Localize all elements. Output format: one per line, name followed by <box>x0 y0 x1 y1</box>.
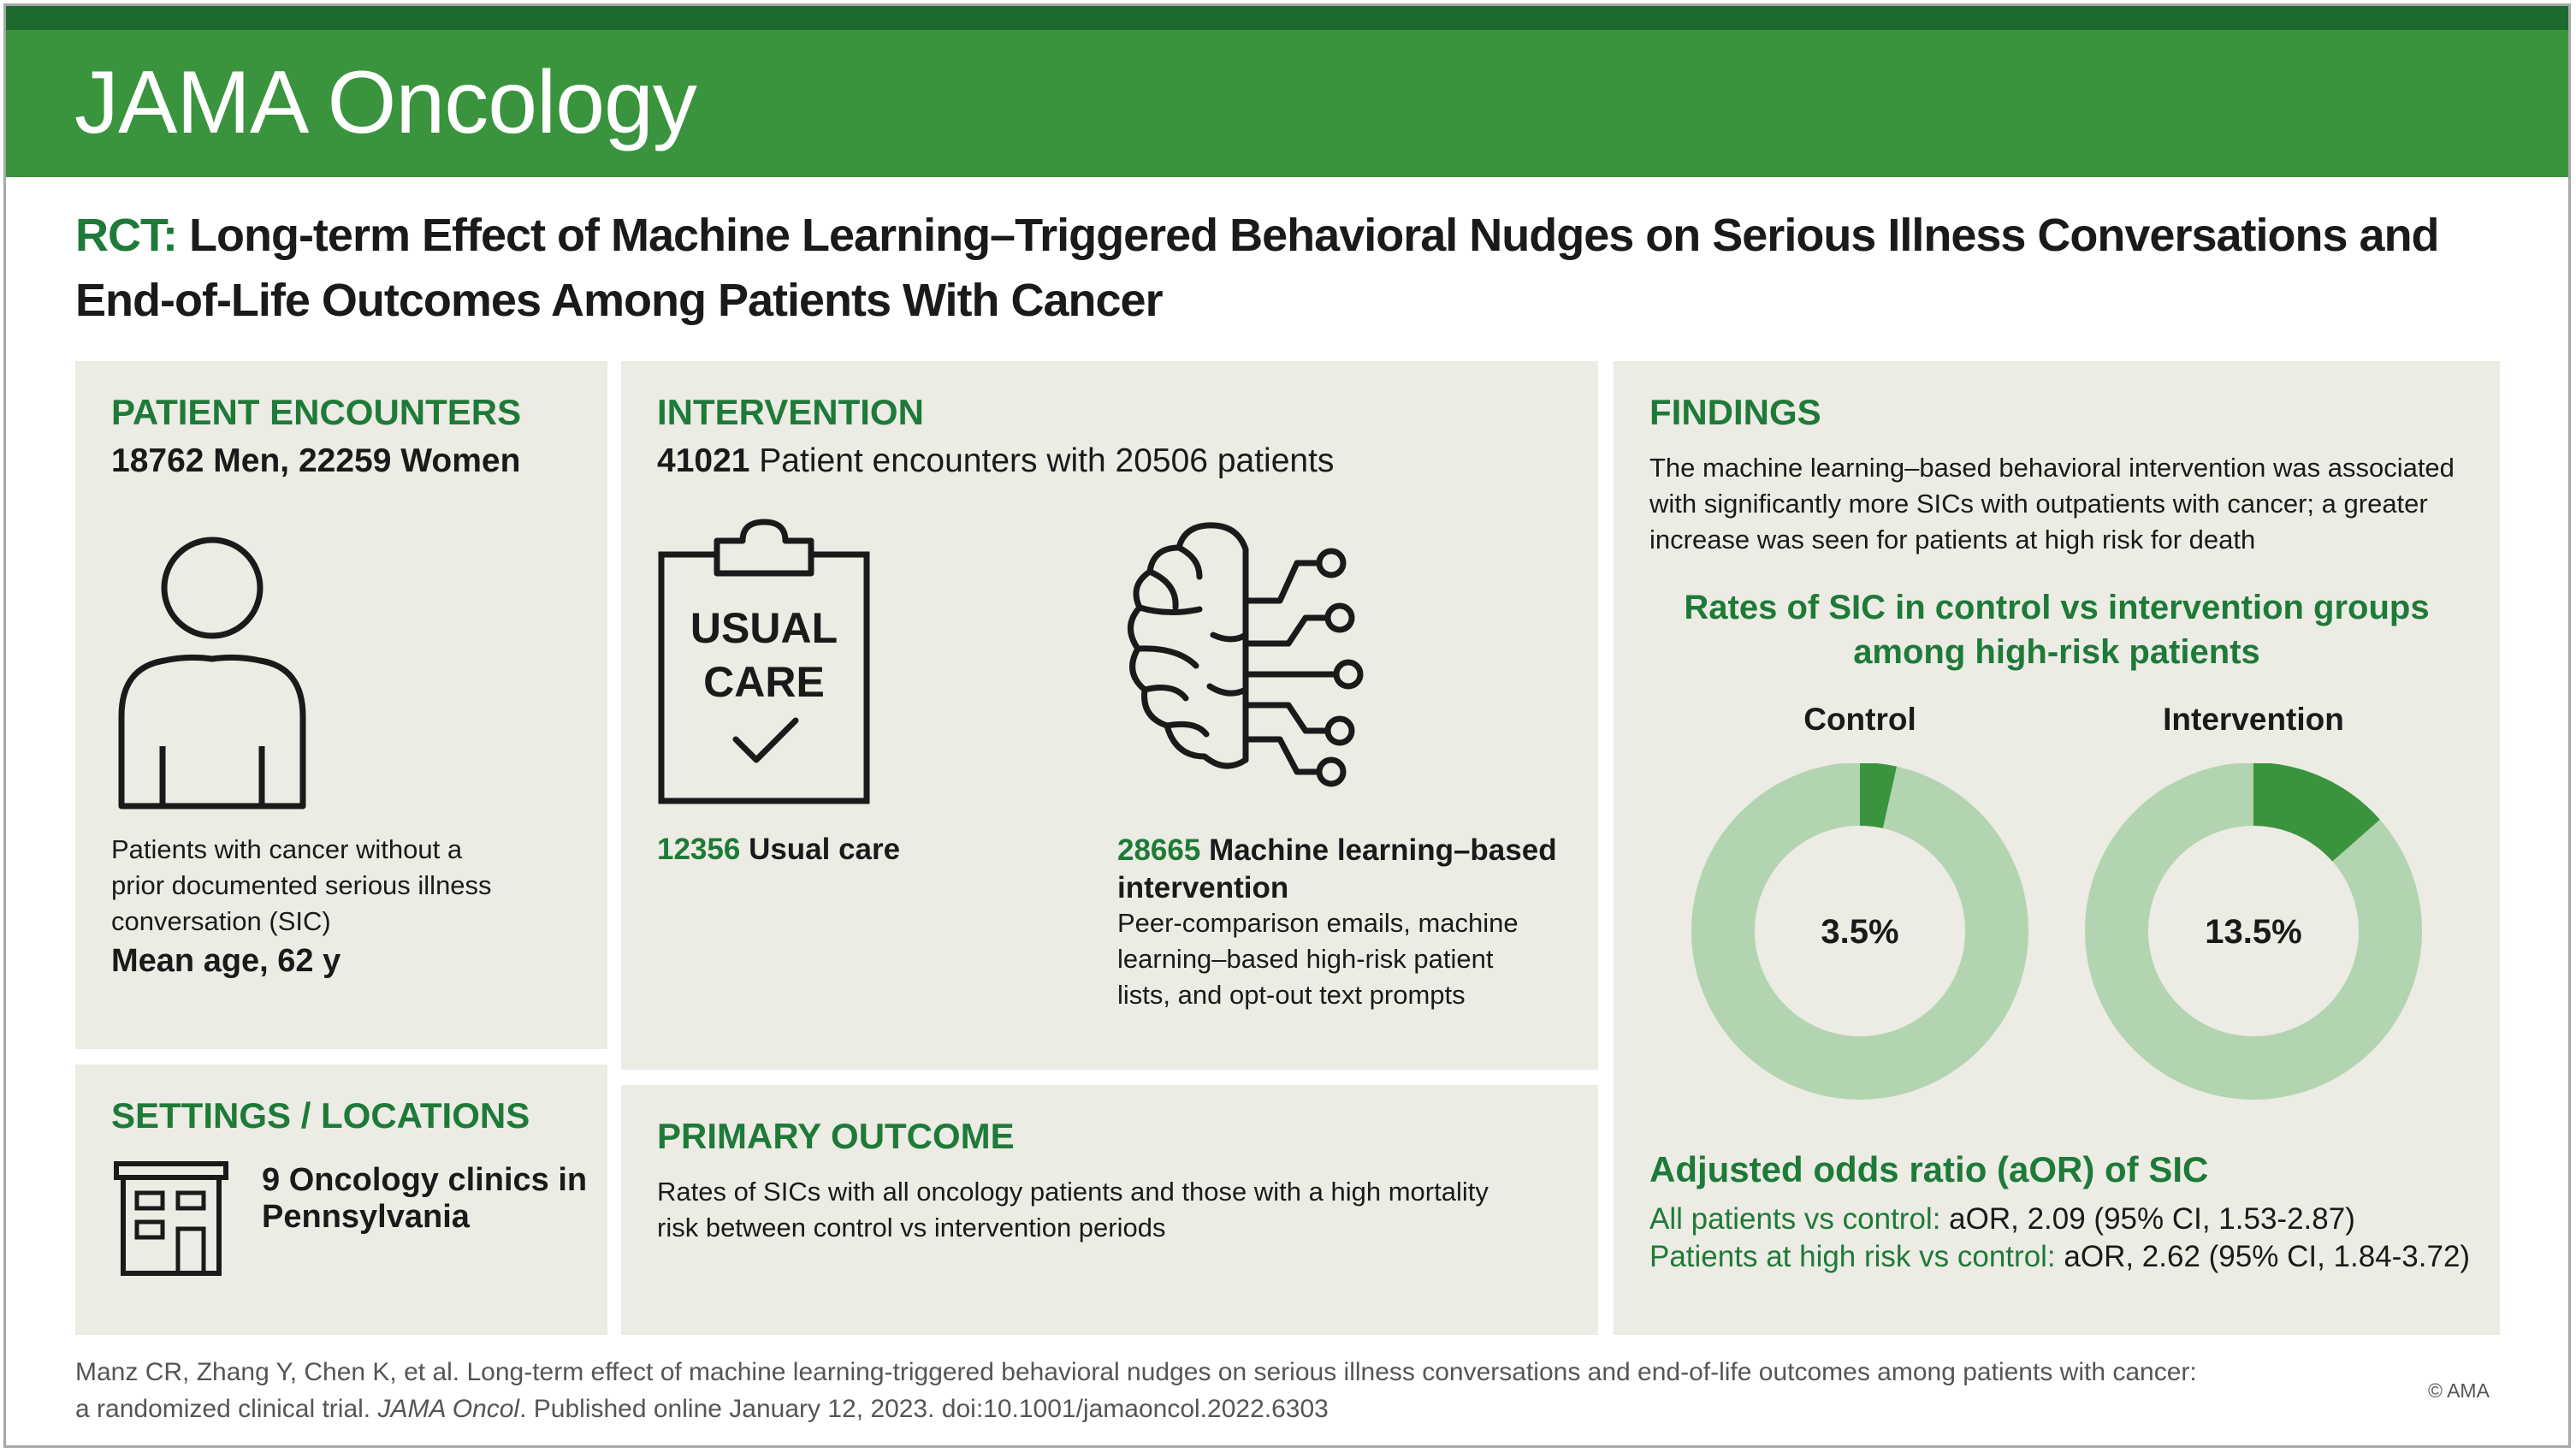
control-label: Control <box>1803 702 1916 737</box>
aor-all-label: All patients vs control: <box>1649 1202 1941 1236</box>
donut-control: 3.5% <box>1691 763 2028 1100</box>
findings-panel: FINDINGS The machine learning–based beha… <box>1614 361 2500 1335</box>
person-icon <box>118 537 306 810</box>
donut-intervention: 13.5% <box>2085 763 2422 1100</box>
clipboard-text-2: CARE <box>703 658 825 706</box>
citation-text-1: Manz CR, Zhang Y, Chen K, et al. Long-te… <box>75 1358 2197 1423</box>
findings-text: The machine learning–based behavioral in… <box>1649 453 2455 555</box>
donut-control-value: 3.5% <box>1821 913 1898 951</box>
donut-control-slice <box>1859 763 1897 829</box>
encounter-label: Patient encounters with 20506 patients <box>759 442 1335 479</box>
settings-panel: SETTINGS / LOCATIONS 9 Oncology clinics … <box>75 1065 607 1335</box>
ml-label: Machine learning–based intervention <box>1117 833 1557 904</box>
page-title: RCT: Long-term Effect of Machine Learnin… <box>75 203 2522 333</box>
title-prefix: RCT: <box>75 210 178 261</box>
primary-outcome-panel: PRIMARY OUTCOME Rates of SICs with all o… <box>621 1085 1598 1335</box>
intervention-panel: INTERVENTION 41021 Patient encounters wi… <box>621 361 1598 1070</box>
donut-intervention-slice <box>2252 763 2380 863</box>
title-text: Long-term Effect of Machine Learning–Tri… <box>75 210 2440 326</box>
header-top-bar <box>6 6 2568 30</box>
aor-high-value: aOR, 2.62 (95% CI, 1.84-3.72) <box>2064 1240 2471 1273</box>
primary-outcome-text: Rates of SICs with all oncology patients… <box>657 1177 1489 1242</box>
aor-heading: Adjusted odds ratio (aOR) of SIC <box>1649 1149 2209 1189</box>
aor-all: All patients vs control: aOR, 2.09 (95% … <box>1649 1201 2355 1237</box>
ml-count: 28665 <box>1117 833 1201 867</box>
copyright: © AMA <box>2428 1379 2490 1402</box>
clinics-info: 9 Oncology clinics in Pennsylvania <box>262 1162 595 1236</box>
chart-title: Rates of SIC in control vs intervention … <box>1684 589 2430 671</box>
patient-encounters-heading: PATIENT ENCOUNTERS <box>111 392 522 432</box>
journal-header: JAMA Oncology <box>6 6 2568 177</box>
patient-encounters-panel: PATIENT ENCOUNTERS 18762 Men, 22259 Wome… <box>75 361 607 1049</box>
building-icon <box>114 1161 228 1276</box>
brain-circuit-icon <box>1128 522 1364 787</box>
citation: Manz CR, Zhang Y, Chen K, et al. Long-te… <box>75 1354 2214 1427</box>
usual-care-count: 12356 <box>657 833 741 866</box>
clipboard-text-1: USUAL <box>690 604 838 652</box>
citation-journal: JAMA Oncol <box>377 1395 520 1423</box>
aor-all-value: aOR, 2.09 (95% CI, 1.53-2.87) <box>1949 1202 2355 1236</box>
ml-description: Peer-comparison emails, machine learning… <box>1117 908 1519 1010</box>
intervention-label: Intervention <box>2163 702 2344 737</box>
clipboard-check-icon: USUAL CARE <box>658 519 870 804</box>
men-count: 18762 <box>111 442 204 479</box>
usual-care-label: Usual care <box>749 833 901 866</box>
intervention-total: 41021 Patient encounters with 20506 pati… <box>657 443 1334 479</box>
primary-outcome-heading: PRIMARY OUTCOME <box>657 1116 1015 1156</box>
patient-description: Patients with cancer without a prior doc… <box>111 834 492 936</box>
patient-counts: 18762 Men, 22259 Women <box>111 443 520 479</box>
women-count: 22259 <box>298 442 392 479</box>
sic-donut-chart: 3.5% 13.5% <box>1691 763 2422 1100</box>
aor-high: Patients at high risk vs control: aOR, 2… <box>1649 1239 2470 1275</box>
page-frame <box>3 3 2571 1448</box>
women-label: Women <box>400 442 521 479</box>
settings-heading: SETTINGS / LOCATIONS <box>111 1095 530 1136</box>
men-label: Men, <box>213 442 290 479</box>
citation-text-2: . Published online January 12, 2023. doi… <box>519 1395 1329 1423</box>
donut-intervention-value: 13.5% <box>2205 913 2301 951</box>
journal-title: JAMA Oncology <box>74 53 697 152</box>
aor-high-label: Patients at high risk vs control: <box>1649 1240 2056 1273</box>
usual-care-info: 12356 Usual care <box>657 832 900 868</box>
clinics-count: 9 <box>262 1162 281 1198</box>
ml-info: 28665 Machine learning–based interventio… <box>1117 832 1562 907</box>
encounter-count: 41021 <box>657 442 750 479</box>
intervention-heading: INTERVENTION <box>657 392 924 432</box>
clinics-label: Oncology clinics in Pennsylvania <box>262 1162 588 1235</box>
findings-heading: FINDINGS <box>1649 392 1821 432</box>
mean-age: Mean age, 62 y <box>111 943 341 979</box>
